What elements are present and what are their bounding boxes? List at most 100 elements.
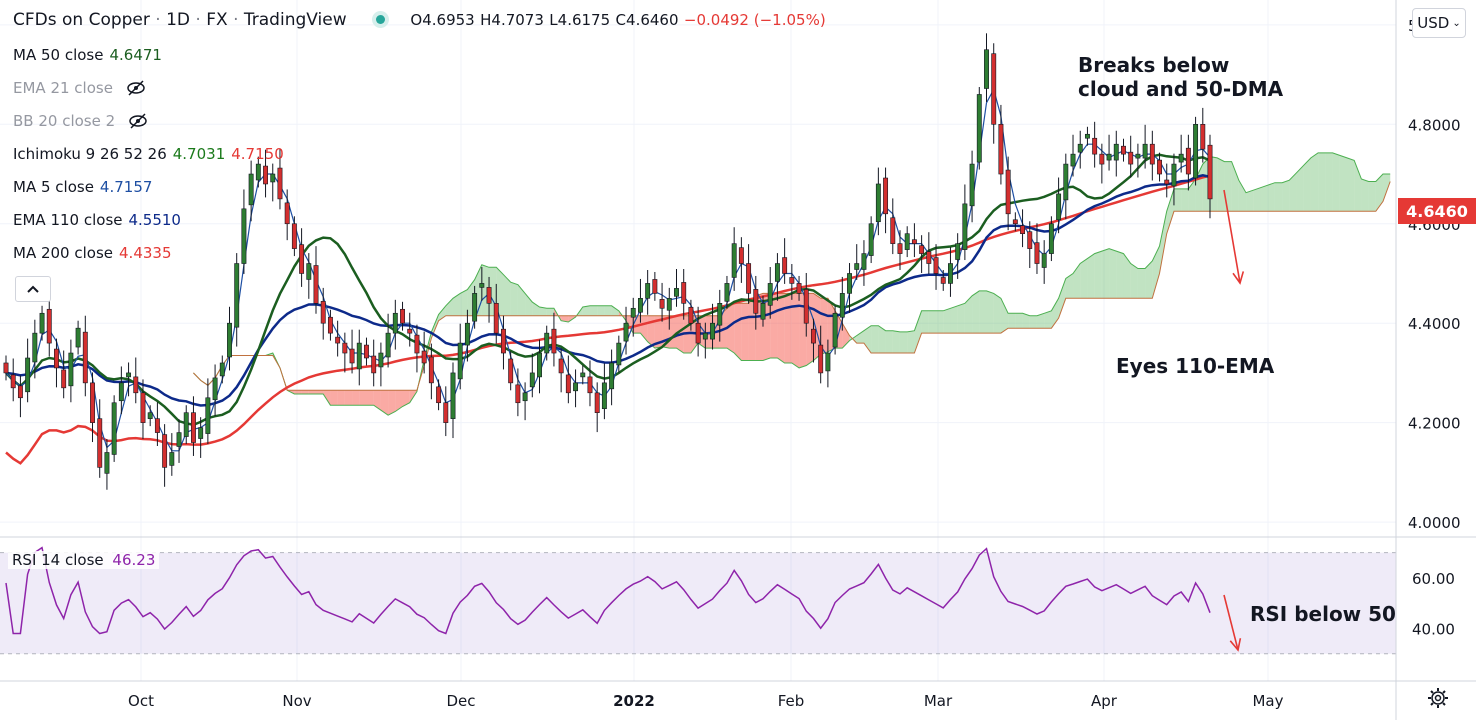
candle-down xyxy=(284,202,290,225)
cloud-segment xyxy=(582,305,590,316)
annotation-eyes: Eyes 110-EMA xyxy=(1116,354,1275,378)
candle xyxy=(1063,153,1069,220)
candle xyxy=(1113,130,1119,177)
candle xyxy=(10,358,16,402)
cloud-segment xyxy=(856,330,864,344)
candle-down xyxy=(421,350,427,364)
candle-up xyxy=(450,372,456,419)
time-tick-label: Mar xyxy=(924,692,953,710)
legend-ma5[interactable]: MA 5 close 4.7157 xyxy=(13,177,152,197)
cloud-segment xyxy=(589,305,598,316)
candle-up xyxy=(1171,163,1177,187)
cloud-segment xyxy=(380,390,389,416)
interval[interactable]: 1D xyxy=(166,10,191,30)
candle-down xyxy=(811,328,816,344)
cloud-segment xyxy=(517,284,526,316)
ma200-line xyxy=(5,174,1211,465)
candle-up xyxy=(674,288,679,297)
candle-up xyxy=(717,303,723,326)
candle xyxy=(1128,135,1134,178)
candle-up xyxy=(1193,124,1199,179)
collapse-legend-button[interactable] xyxy=(15,276,51,302)
candle-down xyxy=(61,369,67,389)
cloud-segment xyxy=(1145,261,1153,299)
candle xyxy=(948,247,953,297)
candle-down xyxy=(133,376,139,394)
candle xyxy=(493,283,499,344)
candle-down xyxy=(263,165,268,185)
legend-ma50[interactable]: MA 50 close 4.6471 xyxy=(13,45,162,65)
cloud-segment xyxy=(1094,251,1102,299)
cloud-segment xyxy=(957,303,965,334)
candle xyxy=(774,253,780,301)
candle xyxy=(126,362,132,397)
candle xyxy=(277,148,283,210)
candle xyxy=(789,264,795,300)
candle-down xyxy=(1149,143,1155,165)
separator: · xyxy=(155,10,167,30)
cloud-segment xyxy=(359,390,367,406)
cloud-segment xyxy=(1101,248,1110,299)
legend-ichimoku[interactable]: Ichimoku 9 26 52 26 4.7031 4.7150 xyxy=(13,144,284,164)
candle-up xyxy=(219,362,225,377)
candle-down xyxy=(695,322,701,344)
candle-up xyxy=(39,312,45,334)
candle xyxy=(674,268,679,307)
cloud-segment xyxy=(1080,258,1088,299)
candle xyxy=(97,399,103,478)
candle xyxy=(1012,212,1018,232)
candle-up xyxy=(825,352,831,372)
candle xyxy=(537,339,542,394)
legend-bb20[interactable]: BB 20 close 2 xyxy=(13,111,148,131)
cloud-segment xyxy=(1123,253,1131,299)
candle-up xyxy=(356,342,362,370)
cloud-segment xyxy=(1354,160,1362,212)
rsi-legend[interactable]: RSI 14 close 46.23 xyxy=(8,551,160,569)
candle xyxy=(573,369,579,408)
cloud-segment xyxy=(1173,188,1182,212)
candle-up xyxy=(32,332,38,363)
candle xyxy=(991,43,997,144)
candle-down xyxy=(140,392,146,423)
candle-down xyxy=(1099,153,1105,165)
cloud-segment xyxy=(1008,313,1016,329)
candle xyxy=(984,33,989,102)
candle xyxy=(717,289,723,342)
symbol-name[interactable]: CFDs on Copper xyxy=(13,10,150,30)
candle-up xyxy=(774,263,780,282)
legend-ma200[interactable]: MA 200 close 4.4335 xyxy=(13,243,172,263)
cloud-segment xyxy=(1310,152,1319,212)
candle xyxy=(746,244,752,304)
candle-up xyxy=(1048,223,1054,254)
cloud-segment xyxy=(1274,182,1283,212)
cloud-segment xyxy=(914,310,922,354)
candle xyxy=(659,282,665,322)
legend-ema110[interactable]: EMA 110 close 4.5510 xyxy=(13,210,181,230)
eye-hidden-icon[interactable] xyxy=(126,80,146,96)
candle-up xyxy=(183,412,189,437)
cloud-segment xyxy=(1383,174,1391,202)
currency-button[interactable]: USD ⌄ xyxy=(1412,8,1466,38)
candle xyxy=(796,275,802,301)
cloud-segment xyxy=(878,325,886,354)
annotation-arrows xyxy=(1223,189,1245,652)
candle xyxy=(284,189,290,241)
candle xyxy=(154,402,160,447)
candle-down xyxy=(349,348,355,364)
gear-icon[interactable] xyxy=(1426,686,1450,710)
cloud-segment xyxy=(337,390,345,406)
cloud-segment xyxy=(402,390,410,407)
candle xyxy=(904,226,910,258)
arrow-rsi xyxy=(1223,594,1242,652)
candle-up xyxy=(464,322,470,346)
legend-label: EMA 110 close xyxy=(13,211,123,229)
candle xyxy=(587,360,593,407)
legend-value: 4.5510 xyxy=(128,211,181,229)
legend-ema21[interactable]: EMA 21 close xyxy=(13,78,146,98)
eye-hidden-icon[interactable] xyxy=(128,113,148,129)
legend-value-2: 4.7150 xyxy=(231,145,284,163)
candle-down xyxy=(940,277,946,284)
candle xyxy=(198,417,204,458)
candle-up xyxy=(147,412,153,419)
